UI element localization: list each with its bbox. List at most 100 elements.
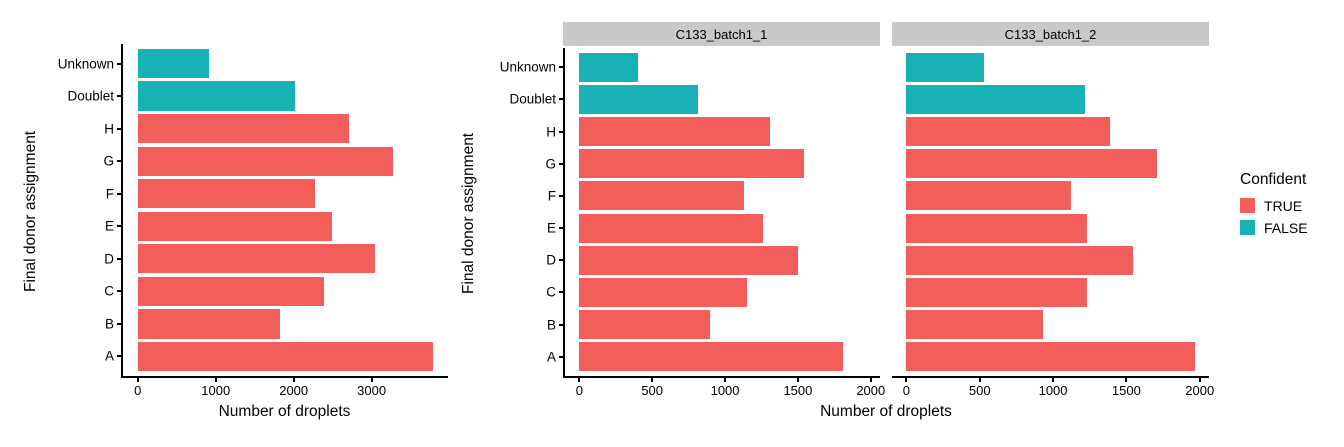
y-category-label: E (546, 220, 556, 236)
bar-h (579, 117, 771, 147)
x-tick-mark (292, 376, 295, 382)
x-tick-mark (869, 376, 872, 382)
legend: Confident TRUE FALSE (1240, 171, 1308, 242)
facet-strip-batch1-2: C133_batch1_2 (892, 22, 1209, 46)
x-tick-mark (136, 376, 139, 382)
bar-doublet (137, 81, 296, 111)
x-tick-mark (214, 376, 217, 382)
y-category-label: C (104, 283, 114, 299)
x-tick-label: 3000 (357, 383, 387, 398)
legend-title: Confident (1240, 171, 1307, 188)
y-tick-mark (559, 323, 565, 326)
y-category-label: E (104, 218, 114, 234)
bar-b (906, 310, 1043, 340)
x-tick-mark (724, 376, 727, 382)
y-tick-mark (559, 259, 565, 262)
legend-item-true: TRUE (1240, 198, 1308, 213)
y-category-label: B (104, 316, 114, 332)
bar-e (137, 211, 332, 241)
bar-g (906, 149, 1158, 179)
y-tick-mark (559, 66, 565, 69)
y-tick-mark (117, 225, 123, 228)
facet-panel-batch1-1: Unknown Doublet H G F E D C B A 0 500 1000 1500 2000 (500, 48, 885, 397)
y-category-label: H (104, 120, 114, 136)
bar-d (579, 245, 798, 275)
y-tick-mark (559, 355, 565, 358)
x-tick-label: 1000 (201, 383, 231, 398)
bar-f (579, 181, 744, 211)
bar-c (906, 277, 1087, 307)
legend-label-false: FALSE (1264, 219, 1308, 236)
facet-strip-batch1-1: C133_batch1_1 (563, 22, 880, 46)
x-tick-mark (796, 376, 799, 382)
bar-h (137, 113, 350, 144)
legend-swatch-true (1240, 198, 1255, 213)
x-tick-label: 500 (641, 383, 664, 398)
bar-unknown (906, 52, 985, 82)
y-tick-mark (117, 257, 123, 260)
y-tick-mark (559, 162, 565, 165)
x-tick-label: 2000 (1185, 383, 1215, 398)
y-category-label: G (103, 153, 114, 169)
x-tick-label: 1000 (710, 383, 740, 398)
bar-g (137, 146, 393, 176)
y-tick-mark (117, 322, 123, 325)
legend-item-false: FALSE (1240, 220, 1308, 235)
y-tick-mark (117, 355, 123, 358)
facet-panel-batch1-2: 0 500 1000 1500 2000 (892, 48, 1214, 397)
y-category-label: Doublet (509, 91, 556, 107)
x-tick-mark (1198, 376, 1201, 382)
bar-b (579, 310, 710, 340)
bar-doublet (906, 84, 1085, 114)
faceted-x-axis-title: Number of droplets (820, 403, 952, 420)
bar-e (579, 213, 763, 243)
x-tick-mark (370, 376, 373, 382)
y-tick-mark (117, 127, 123, 130)
y-category-label: B (546, 316, 556, 332)
y-tick-mark (559, 194, 565, 197)
y-category-label: C (546, 284, 556, 300)
bar-g (579, 149, 804, 179)
bar-unknown (579, 52, 638, 82)
x-tick-mark (651, 376, 654, 382)
x-tick-label: 2000 (856, 383, 886, 398)
y-category-label: Doublet (67, 88, 114, 104)
overall-plot-panel: Unknown Doublet H G F E D C B A 0 1000 2000 3000 (58, 44, 448, 397)
bar-d (137, 244, 375, 274)
x-tick-label: 1500 (1111, 383, 1141, 398)
overall-y-axis-title: Final donor assignment (22, 130, 39, 292)
y-tick-mark (559, 291, 565, 294)
x-tick-mark (905, 376, 908, 382)
bar-f (137, 179, 315, 209)
y-category-label: Unknown (57, 55, 114, 71)
bar-h (906, 117, 1111, 147)
bar-a (906, 342, 1195, 372)
x-tick-label: 1500 (783, 383, 813, 398)
legend-label-true: TRUE (1264, 197, 1303, 214)
faceted-y-axis-title: Final donor assignment (460, 132, 477, 294)
x-tick-mark (978, 376, 981, 382)
x-tick-label: 500 (968, 383, 991, 398)
x-tick-mark (1125, 376, 1128, 382)
y-tick-mark (559, 130, 565, 133)
y-tick-mark (117, 62, 123, 65)
x-tick-label: 0 (134, 383, 142, 398)
y-category-label: A (104, 348, 114, 364)
overall-x-axis-title: Number of droplets (218, 403, 351, 420)
y-category-label: H (546, 123, 556, 139)
y-tick-mark (117, 95, 123, 98)
x-tick-mark (1052, 376, 1055, 382)
bar-b (137, 309, 280, 339)
bar-f (906, 181, 1072, 211)
bar-a (579, 342, 844, 372)
bar-c (137, 276, 325, 306)
y-category-label: D (104, 251, 114, 267)
y-tick-mark (117, 290, 123, 293)
x-tick-label: 2000 (279, 383, 309, 398)
y-tick-mark (117, 160, 123, 163)
y-tick-mark (559, 98, 565, 101)
legend-swatch-false (1240, 220, 1255, 235)
y-category-label: G (545, 156, 556, 171)
bar-unknown (137, 48, 210, 79)
